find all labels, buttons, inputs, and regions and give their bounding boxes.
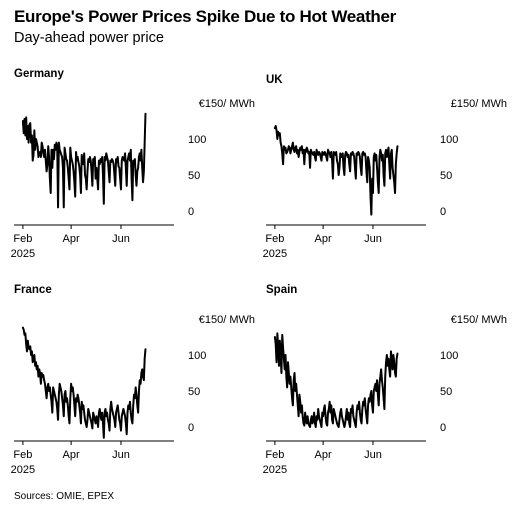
series-line: [21, 326, 147, 439]
y-tick-label: 50: [188, 170, 200, 182]
line-chart: Feb 2025 Apr Jun 0 50 100 €150/ MWh: [11, 314, 255, 476]
panel-title: Spain: [266, 284, 298, 296]
x-tick-label: Feb: [265, 449, 284, 461]
x-tick-label: Jun: [112, 233, 130, 245]
y-tick-label: €150/ MWh: [451, 314, 507, 326]
x-tick-label: Apr: [63, 233, 80, 245]
series-line: [273, 125, 399, 216]
y-tick-label: 0: [440, 422, 446, 434]
panel-title: UK: [266, 74, 283, 86]
x-tick-sublabel: 2025: [263, 248, 287, 260]
y-tick-label: 0: [188, 422, 194, 434]
x-tick-label: Feb: [13, 233, 32, 245]
panel-title: France: [14, 284, 52, 296]
y-tick-label: 50: [188, 386, 200, 398]
line-chart: Feb 2025 Apr Jun 0 50 100 €150/ MWh: [263, 314, 507, 476]
y-tick-label: 50: [440, 170, 452, 182]
y-tick-label: 100: [188, 350, 206, 362]
x-tick-label: Apr: [63, 449, 80, 461]
line-chart: Feb 2025 Apr Jun 0 50 100 €150/ MWh: [11, 98, 255, 260]
x-tick-label: Apr: [315, 233, 332, 245]
panel-uk: UK Feb 2025 Apr Jun 0 50 100 £150/ MWh: [263, 68, 515, 268]
chart-subtitle: Day-ahead power price: [14, 30, 164, 46]
y-tick-label: 0: [188, 206, 194, 218]
panel-france: France Feb 2025 Apr Jun 0 50 100 €150/ MWh: [11, 284, 264, 484]
series-line: [273, 332, 399, 428]
x-tick-label: Jun: [364, 449, 382, 461]
y-tick-label: £150/ MWh: [451, 98, 507, 110]
source-note: Sources: OMIE, EPEX: [14, 491, 115, 502]
x-tick-label: Feb: [265, 233, 284, 245]
x-tick-label: Jun: [112, 449, 130, 461]
line-chart: Feb 2025 Apr Jun 0 50 100 £150/ MWh: [263, 98, 507, 260]
panel-title: Germany: [14, 68, 64, 80]
y-tick-label: 0: [440, 206, 446, 218]
y-tick-label: €150/ MWh: [199, 314, 255, 326]
x-tick-label: Jun: [364, 233, 382, 245]
x-tick-sublabel: 2025: [263, 464, 287, 476]
series-line: [21, 112, 147, 209]
x-tick-sublabel: 2025: [11, 248, 35, 260]
x-tick-label: Apr: [315, 449, 332, 461]
y-tick-label: 100: [188, 134, 206, 146]
y-tick-label: €150/ MWh: [199, 98, 255, 110]
y-tick-label: 50: [440, 386, 452, 398]
y-tick-label: 100: [440, 134, 458, 146]
x-tick-sublabel: 2025: [11, 464, 35, 476]
panel-germany: Germany Feb 2025 Apr Jun 0 50 100 €150/ MWh: [11, 68, 264, 268]
panel-spain: Spain Feb 2025 Apr Jun 0 50 100 €150/ MWh: [263, 284, 515, 484]
chart-title: Europe's Power Prices Spike Due to Hot W…: [14, 7, 396, 26]
y-tick-label: 100: [440, 350, 458, 362]
x-tick-label: Feb: [13, 449, 32, 461]
